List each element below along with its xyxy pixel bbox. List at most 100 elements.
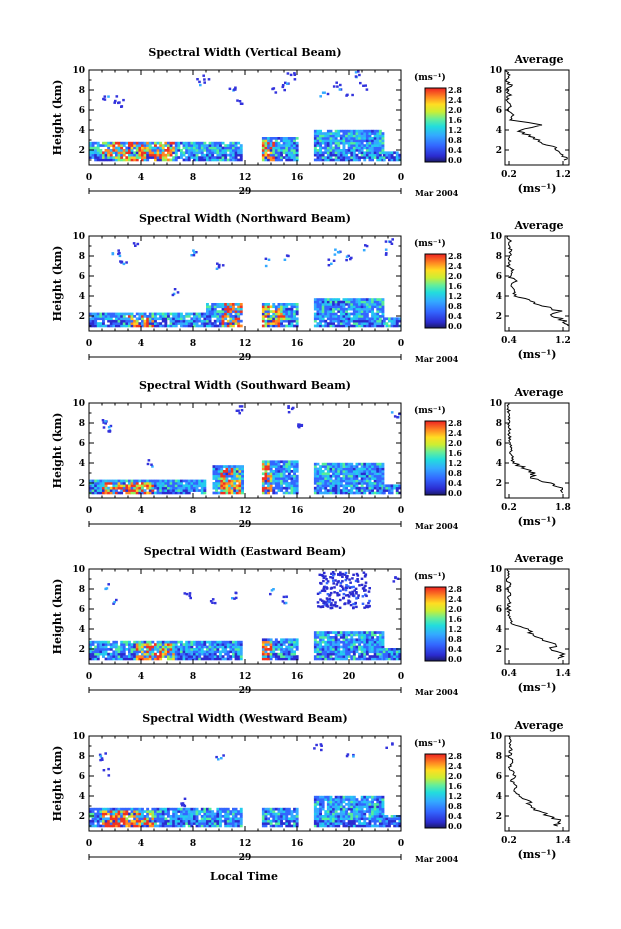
heatmap-cell bbox=[350, 638, 354, 642]
heatmap-cell bbox=[237, 146, 241, 150]
heatmap-cell bbox=[280, 657, 283, 661]
heatmap-cell bbox=[167, 317, 170, 321]
heatmap-cell bbox=[237, 824, 241, 828]
heatmap-cell bbox=[91, 324, 95, 328]
heatmap-cell bbox=[277, 655, 281, 658]
heatmap-cell bbox=[368, 465, 372, 468]
heatmap-cell bbox=[120, 640, 124, 644]
heatmap-cell bbox=[345, 462, 348, 466]
heatmap-cell bbox=[122, 312, 126, 316]
heatmap-cell bbox=[358, 144, 361, 147]
heatmap-cell bbox=[174, 156, 178, 159]
heatmap-cell bbox=[154, 491, 157, 495]
heatmap-cell bbox=[378, 300, 382, 304]
heatmap-cell bbox=[94, 650, 98, 654]
heatmap-cell bbox=[109, 144, 113, 147]
heatmap-cell bbox=[213, 319, 217, 323]
heatmap-cell bbox=[376, 640, 380, 644]
heatmap-cell bbox=[329, 300, 333, 304]
heatmap-cell bbox=[381, 312, 385, 316]
average-frame bbox=[504, 568, 570, 665]
heatmap-cell bbox=[91, 643, 95, 646]
heatmap-cell bbox=[365, 650, 369, 654]
heatmap-cell bbox=[313, 467, 317, 471]
heatmap-cell bbox=[390, 153, 394, 157]
heatmap-cell bbox=[347, 638, 351, 642]
heatmap-cell bbox=[234, 812, 238, 816]
avg-y-tick-label: 4 bbox=[496, 126, 502, 136]
heatmap-cell bbox=[128, 652, 131, 656]
heatmap-cell bbox=[156, 489, 160, 492]
heatmap-cell bbox=[221, 648, 225, 651]
heatmap-cell bbox=[381, 467, 385, 471]
heatmap-cell bbox=[211, 822, 215, 825]
heatmap-cell bbox=[211, 601, 214, 604]
heatmap-cell bbox=[213, 822, 217, 825]
heatmap-cell bbox=[96, 822, 100, 825]
heatmap-cell bbox=[148, 817, 152, 821]
heatmap-cell bbox=[115, 640, 118, 644]
heatmap-cell bbox=[321, 134, 325, 138]
heatmap-cell bbox=[216, 812, 220, 816]
heatmap-cell bbox=[319, 482, 322, 485]
heatmap-cell bbox=[174, 810, 178, 813]
heatmap-cell bbox=[167, 491, 170, 495]
heatmap-cell bbox=[238, 470, 242, 473]
heatmap-cell bbox=[125, 655, 129, 658]
heatmap-cell bbox=[141, 158, 144, 162]
heatmap-cell bbox=[326, 484, 330, 488]
heatmap-cell bbox=[115, 324, 118, 328]
heatmap-cell bbox=[360, 151, 364, 155]
heatmap-cell bbox=[174, 643, 178, 646]
heatmap-cell bbox=[138, 156, 142, 159]
heatmap-cell bbox=[185, 810, 189, 813]
avg-x-tick-label: 1.8 bbox=[555, 503, 571, 513]
heatmap-cell bbox=[154, 322, 157, 325]
heatmap-cell bbox=[321, 482, 325, 485]
heatmap-cell bbox=[368, 650, 372, 654]
x-tick-label: 12 bbox=[239, 672, 252, 682]
heatmap-cell bbox=[104, 652, 108, 656]
heatmap-cell bbox=[174, 149, 178, 152]
heatmap-cell bbox=[128, 807, 131, 811]
heatmap-cell bbox=[264, 137, 268, 140]
heatmap-cell bbox=[287, 303, 291, 306]
heatmap-cell bbox=[102, 484, 105, 488]
heatmap-cell bbox=[206, 657, 209, 661]
heatmap-cell bbox=[107, 655, 111, 658]
heatmap-cell bbox=[376, 317, 380, 321]
heatmap-cell bbox=[295, 655, 299, 658]
heatmap-cell bbox=[264, 479, 268, 483]
heatmap-cell bbox=[350, 586, 353, 589]
heatmap-cell bbox=[345, 129, 348, 133]
heatmap-cell bbox=[287, 465, 291, 468]
heatmap-cell bbox=[378, 134, 382, 138]
heatmap-cell bbox=[159, 158, 163, 162]
heatmap-cell bbox=[190, 652, 194, 656]
heatmap-cell bbox=[236, 99, 239, 102]
heatmap-cell bbox=[376, 648, 380, 651]
heatmap-cell bbox=[274, 156, 278, 159]
heatmap-cell bbox=[334, 300, 338, 304]
heatmap-cell bbox=[212, 472, 216, 476]
heatmap-cell bbox=[143, 146, 147, 150]
heatmap-cell bbox=[128, 645, 131, 649]
heatmap-cell bbox=[358, 151, 361, 155]
heatmap-cell bbox=[274, 815, 278, 818]
heatmap-cell bbox=[344, 578, 348, 582]
heatmap-cell bbox=[324, 486, 328, 490]
heatmap-cell bbox=[219, 810, 222, 813]
heatmap-cell bbox=[321, 462, 325, 466]
heatmap-cell bbox=[272, 650, 276, 654]
heatmap-cell bbox=[378, 479, 382, 483]
heatmap-cell bbox=[213, 812, 217, 816]
heatmap-cell bbox=[264, 650, 268, 654]
heatmap-cell bbox=[180, 153, 183, 157]
heatmap-cell bbox=[352, 141, 356, 145]
heatmap-cell bbox=[141, 652, 144, 656]
heatmap-cell bbox=[222, 472, 226, 476]
heatmap-cell bbox=[329, 132, 333, 135]
heatmap-cell bbox=[398, 484, 402, 488]
heatmap-cell bbox=[381, 303, 385, 306]
heatmap-cell bbox=[332, 631, 335, 634]
